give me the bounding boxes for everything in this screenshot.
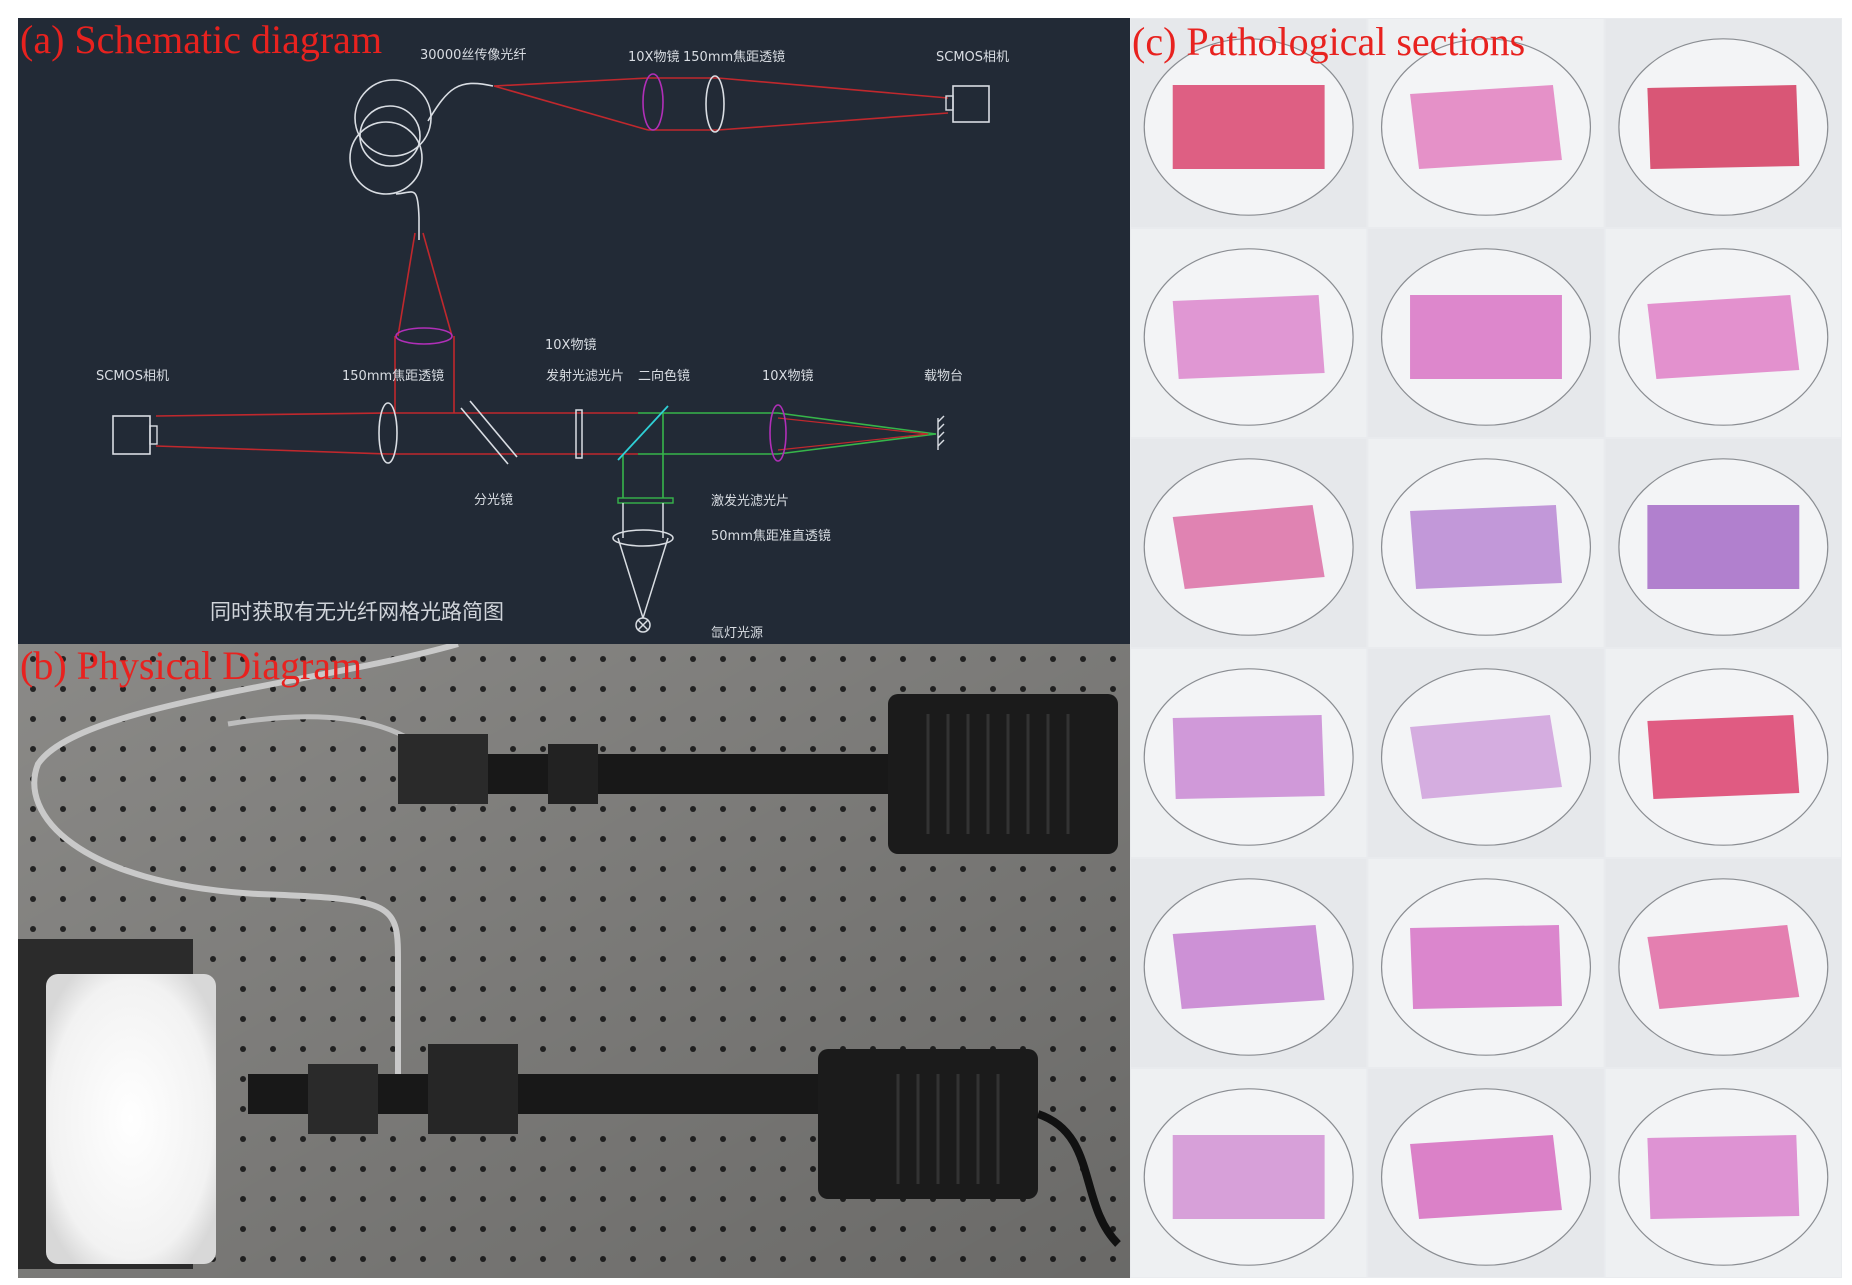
label-stage: 载物台	[924, 369, 964, 384]
label-top-lens: 150mm焦距透镜	[683, 50, 786, 65]
lower-scmos-camera	[818, 1049, 1038, 1199]
label-fiber: 30000丝传像光纤	[420, 48, 527, 63]
fiber-cable	[31, 644, 459, 1084]
sample-stage	[937, 415, 945, 450]
tissue-section	[1410, 505, 1562, 589]
sections-grid	[1131, 19, 1841, 1277]
main-optical-path	[155, 412, 638, 455]
label-top-camera: SCMOS相机	[936, 50, 1010, 65]
label-collimator: 50mm焦距准直透镜	[711, 529, 831, 544]
schematic-panel: (a) Schematic diagram 30000丝传像光纤 10X物镜 1…	[18, 18, 1130, 644]
label-lamp: 氙灯光源	[711, 626, 764, 641]
tissue-section	[1410, 715, 1562, 799]
label-mid-objective: 10X物镜	[545, 338, 597, 353]
schematic-caption: 同时获取有无光纤网格光路简图	[210, 600, 504, 624]
schematic-drawing	[112, 73, 990, 633]
top-camera	[952, 85, 990, 123]
panel-b-title: (b) Physical Diagram	[20, 644, 363, 688]
tissue-section	[1410, 295, 1562, 379]
light-source-panel	[46, 974, 216, 1264]
tissue-section	[1647, 925, 1800, 1009]
tissue-section	[1410, 925, 1562, 1009]
emission-filter	[575, 409, 583, 459]
right-objective-lens	[769, 404, 787, 462]
top-camera-mount	[945, 95, 954, 111]
excitation-path	[622, 412, 937, 498]
tissue-section	[1647, 295, 1800, 379]
label-dichroic: 二向色镜	[638, 369, 691, 384]
lamp-path	[612, 503, 674, 633]
label-top-objective: 10X物镜	[628, 50, 680, 65]
top-optical-path	[493, 77, 949, 131]
panel-a-title: (a) Schematic diagram	[20, 18, 383, 62]
tissue-section	[1647, 715, 1800, 799]
tissue-section	[1647, 505, 1800, 589]
label-excitation-filter: 激发光滤光片	[711, 494, 790, 509]
upper-scmos-camera	[888, 694, 1118, 854]
panel-c-title: (c) Pathological sections	[1132, 19, 1526, 64]
physical-setup-illustration	[18, 644, 1130, 1278]
tissue-section	[1647, 85, 1800, 169]
tissue-section	[1410, 85, 1562, 169]
middle-objective-lens	[395, 327, 453, 345]
vertical-optical-path	[394, 232, 455, 413]
top-objective-lens	[642, 73, 664, 131]
beamsplitter	[460, 400, 518, 465]
left-focusing-lens	[378, 402, 398, 464]
tissue-section	[1647, 1135, 1800, 1219]
tissue-section	[1172, 85, 1325, 169]
dichroic-mirror	[617, 405, 669, 461]
label-left-lens: 150mm焦距透镜	[342, 369, 445, 384]
left-camera-mount	[149, 425, 158, 445]
tissue-section	[1172, 505, 1325, 589]
fiber-coil	[349, 79, 494, 240]
sections-panel: (c) Pathological sections	[1130, 18, 1842, 1278]
label-beamsplitter: 分光镜	[474, 493, 514, 508]
excitation-filter	[617, 497, 674, 504]
tissue-section	[1172, 1135, 1325, 1219]
physical-panel: (b) Physical Diagram	[18, 644, 1130, 1278]
label-left-camera: SCMOS相机	[96, 369, 170, 384]
label-emission-filter: 发射光滤光片	[546, 369, 625, 384]
tissue-section	[1172, 925, 1325, 1009]
tissue-section	[1172, 715, 1325, 799]
tissue-section	[1172, 295, 1325, 379]
excitation-red-tail	[777, 417, 929, 451]
label-right-objective: 10X物镜	[762, 369, 814, 384]
upper-imaging-arm	[398, 694, 1118, 854]
left-camera	[112, 415, 151, 455]
tissue-section	[1410, 1135, 1562, 1219]
top-focusing-lens	[705, 75, 725, 133]
lower-imaging-arm	[248, 1044, 1121, 1247]
